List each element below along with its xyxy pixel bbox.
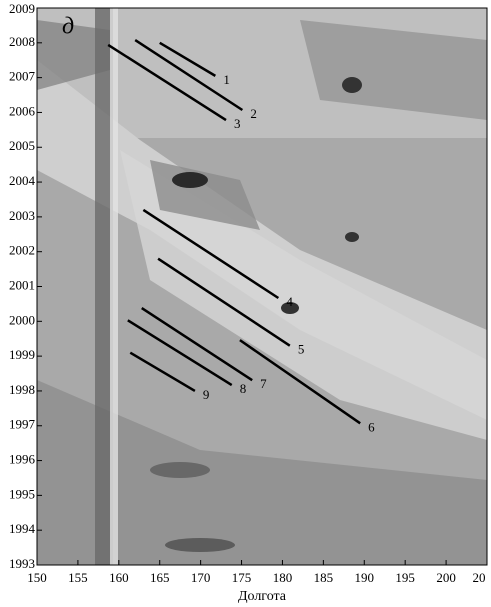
y-tick-label: 1996: [9, 452, 36, 467]
x-tick-label: 190: [355, 570, 375, 585]
segment-line: [129, 351, 196, 393]
segment-line: [127, 319, 233, 387]
segment-line: [159, 41, 217, 77]
x-tick-label: 175: [232, 570, 252, 585]
segment-label: 6: [368, 419, 375, 434]
y-tick-label: 1999: [9, 347, 35, 362]
segment-label: 2: [250, 106, 257, 121]
segment-label: 8: [240, 381, 247, 396]
segment-line: [142, 208, 280, 300]
y-tick-label: 2005: [9, 138, 35, 153]
x-tick-label: 185: [314, 570, 334, 585]
x-axis-label: Долгота: [238, 589, 287, 604]
segment-line: [134, 38, 244, 112]
y-tick-label: 2002: [9, 243, 35, 258]
y-tick-label: 2004: [9, 173, 36, 188]
x-tick-label: 165: [150, 570, 170, 585]
x-tick-label: 200: [436, 570, 456, 585]
segment-label: 1: [223, 72, 230, 87]
y-tick-label: 1995: [9, 486, 35, 501]
segment-label: 4: [286, 294, 293, 309]
y-tick-label: 1997: [9, 417, 36, 432]
contour-background: [37, 8, 487, 565]
x-tick-label: 170: [191, 570, 211, 585]
segment-line: [107, 43, 227, 122]
segment-label: 5: [298, 342, 305, 357]
x-tick-label: 180: [273, 570, 293, 585]
segment-line: [141, 307, 253, 382]
segment-line: [239, 339, 361, 425]
segment-label: 7: [260, 376, 267, 391]
x-tick-label: 155: [68, 570, 88, 585]
y-tick-label: 1998: [9, 382, 35, 397]
y-tick-label: 2003: [9, 208, 35, 223]
segment-label: 9: [203, 387, 210, 402]
segment-label: 3: [234, 116, 241, 131]
y-tick-label: 1994: [9, 521, 36, 536]
x-tick-label: 160: [109, 570, 129, 585]
y-tick-label: 1993: [9, 556, 35, 571]
y-tick-label: 2009: [9, 1, 35, 16]
y-tick-label: 2001: [9, 277, 35, 292]
y-tick-label: 2008: [9, 34, 35, 49]
x-tick-label: 195: [395, 570, 415, 585]
panel-label: д: [62, 14, 74, 40]
x-tick-label: 150: [27, 570, 47, 585]
y-tick-label: 2000: [9, 312, 35, 327]
y-tick-label: 2006: [9, 103, 36, 118]
segment-line: [157, 257, 291, 347]
x-tick-label: 20: [473, 570, 486, 585]
y-tick-label: 2007: [9, 69, 36, 84]
